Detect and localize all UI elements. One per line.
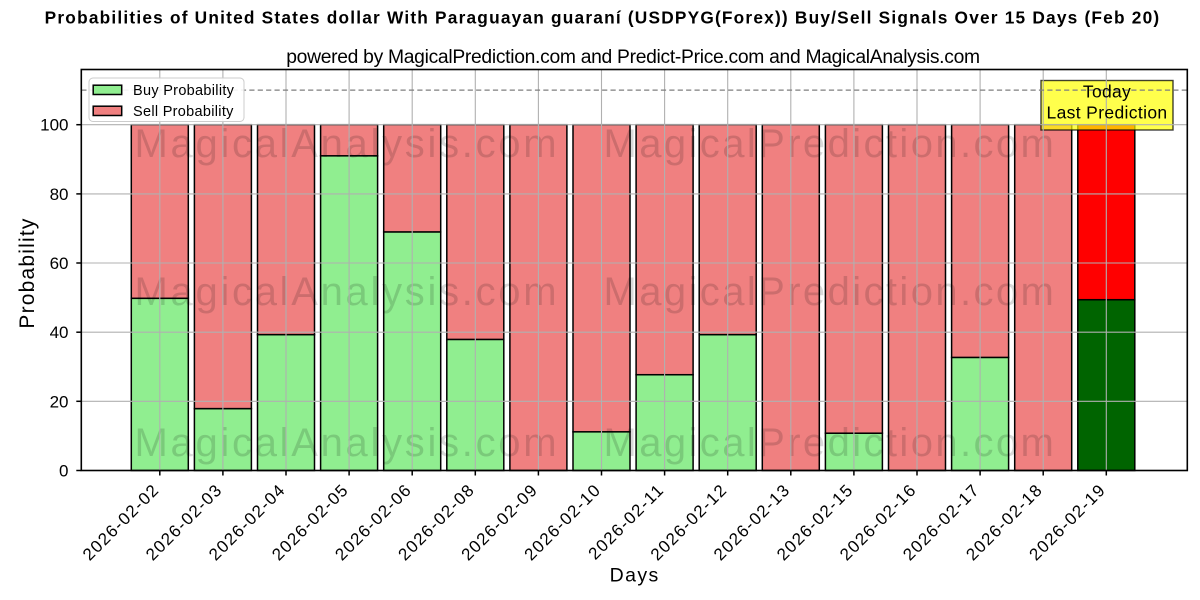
svg-text:Today: Today [1083, 82, 1131, 102]
svg-text:60: 60 [50, 254, 69, 273]
svg-text:MagicalPrediction.com: MagicalPrediction.com [604, 421, 1057, 465]
svg-text:MagicalAnalysis.com: MagicalAnalysis.com [135, 421, 560, 465]
svg-text:40: 40 [50, 323, 69, 342]
svg-text:MagicalAnalysis.com: MagicalAnalysis.com [135, 122, 560, 166]
svg-text:Probabilities of United States: Probabilities of United States dollar Wi… [45, 8, 1161, 28]
svg-text:Buy Probability: Buy Probability [133, 83, 235, 99]
svg-text:MagicalAnalysis.com: MagicalAnalysis.com [135, 270, 560, 314]
svg-text:powered by MagicalPrediction.c: powered by MagicalPrediction.com and Pre… [286, 47, 980, 68]
svg-text:80: 80 [50, 185, 69, 204]
svg-text:MagicalPrediction.com: MagicalPrediction.com [604, 122, 1057, 166]
svg-text:100: 100 [40, 116, 68, 135]
svg-text:0: 0 [59, 462, 68, 481]
svg-text:20: 20 [50, 392, 69, 411]
svg-text:MagicalPrediction.com: MagicalPrediction.com [604, 270, 1057, 314]
svg-text:Probability: Probability [16, 217, 39, 328]
svg-text:Days: Days [610, 564, 660, 586]
svg-text:Sell Probability: Sell Probability [133, 104, 234, 120]
svg-text:Last Prediction: Last Prediction [1046, 103, 1167, 123]
